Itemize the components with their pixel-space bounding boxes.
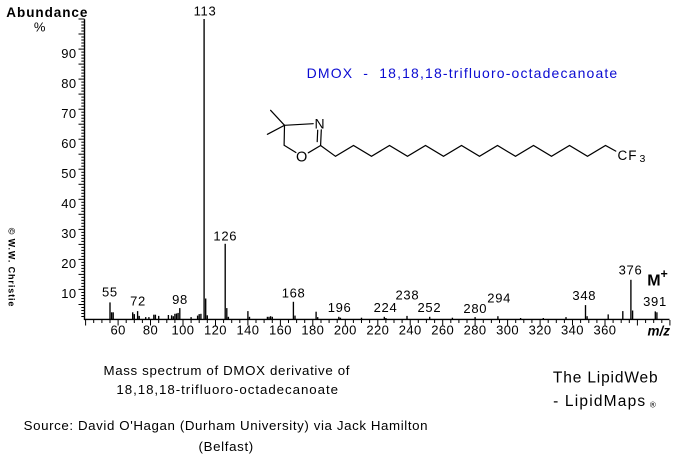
- svg-text:© W.W. Christie: © W.W. Christie: [7, 228, 17, 308]
- svg-text:Mass spectrum of DMOX derivati: Mass spectrum of DMOX derivative of: [103, 363, 350, 378]
- svg-text:- LipidMaps ®: - LipidMaps ®: [553, 393, 657, 410]
- svg-text:100: 100: [172, 322, 195, 337]
- svg-text:252: 252: [418, 300, 442, 315]
- svg-text:240: 240: [399, 322, 422, 337]
- svg-text:300: 300: [496, 322, 519, 337]
- svg-text:224: 224: [374, 300, 398, 315]
- svg-text:320: 320: [529, 322, 552, 337]
- svg-text:30: 30: [61, 226, 76, 241]
- svg-text:200: 200: [334, 322, 357, 337]
- svg-text:196: 196: [328, 300, 352, 315]
- svg-text:80: 80: [61, 76, 76, 91]
- svg-text:168: 168: [282, 286, 306, 301]
- svg-text:55: 55: [102, 285, 118, 300]
- svg-text:280: 280: [463, 301, 487, 316]
- svg-text:72: 72: [130, 294, 146, 309]
- svg-text:294: 294: [487, 290, 511, 305]
- svg-text:140: 140: [236, 322, 259, 337]
- svg-text:120: 120: [204, 322, 227, 337]
- svg-text:M+: M+: [647, 267, 668, 290]
- svg-text:CF3: CF3: [618, 148, 647, 165]
- svg-text:N: N: [315, 115, 325, 131]
- svg-text:60: 60: [110, 322, 125, 337]
- svg-text:376: 376: [619, 263, 643, 278]
- svg-text:360: 360: [594, 322, 617, 337]
- svg-text:70: 70: [61, 106, 76, 121]
- svg-text:(Belfast): (Belfast): [199, 439, 254, 454]
- svg-text:Source: David O'Hagan (Durham: Source: David O'Hagan (Durham University…: [24, 418, 428, 433]
- svg-text:10: 10: [61, 286, 76, 301]
- svg-text:O: O: [296, 150, 307, 166]
- svg-text:180: 180: [301, 322, 324, 337]
- svg-text:40: 40: [61, 196, 76, 211]
- svg-text:98: 98: [172, 292, 188, 307]
- svg-text:238: 238: [396, 288, 420, 303]
- svg-text:280: 280: [464, 322, 487, 337]
- svg-text:113: 113: [194, 3, 217, 18]
- svg-text:%: %: [34, 20, 46, 35]
- svg-text:126: 126: [213, 229, 237, 244]
- svg-text:50: 50: [61, 166, 76, 181]
- svg-text:20: 20: [61, 256, 76, 271]
- svg-text:260: 260: [431, 322, 454, 337]
- svg-text:DMOX - 18,18,18-trifluoro-oc: DMOX - 18,18,18-trifluoro-octadecanoate: [307, 65, 619, 81]
- svg-text:391: 391: [643, 294, 667, 309]
- svg-text:60: 60: [61, 136, 76, 151]
- svg-text:80: 80: [143, 322, 158, 337]
- svg-text:340: 340: [561, 322, 584, 337]
- svg-text:Abundance: Abundance: [6, 5, 88, 20]
- svg-text:18,18,18-trifluoro-octadecanoa: 18,18,18-trifluoro-octadecanoate: [116, 382, 339, 397]
- svg-text:The LipidWeb: The LipidWeb: [553, 370, 659, 387]
- svg-text:220: 220: [366, 322, 389, 337]
- svg-text:160: 160: [269, 322, 292, 337]
- svg-text:m/z: m/z: [647, 324, 670, 339]
- svg-text:90: 90: [61, 46, 76, 61]
- svg-text:348: 348: [572, 288, 596, 303]
